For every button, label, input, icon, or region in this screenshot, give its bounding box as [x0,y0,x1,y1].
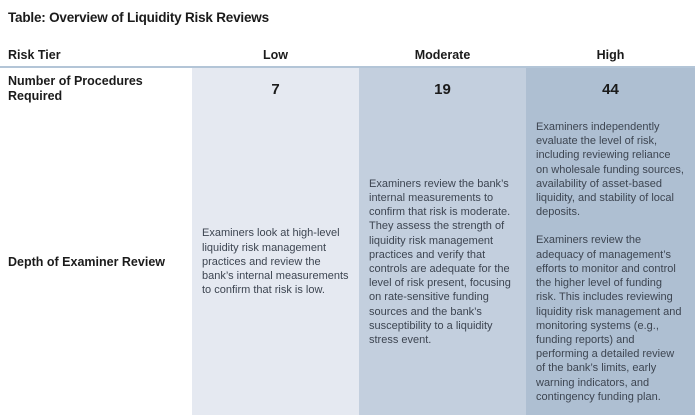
page-title: Table: Overview of Liquidity Risk Review… [8,10,269,25]
cell-depth-low: Examiners look at high-level liquidity r… [192,109,359,415]
depth-moderate-text: Examiners review the bank’s internal mea… [369,177,511,347]
cell-procedures-moderate: 19 [359,67,526,109]
cell-depth-high: Examiners independently evaluate the lev… [526,109,695,415]
column-header-moderate: Moderate [359,44,526,68]
table-header-row: Risk Tier Low Moderate High [0,44,695,68]
cell-procedures-low: 7 [192,67,359,109]
liquidity-risk-table: Risk Tier Low Moderate High Number of Pr… [0,44,695,415]
row-label-depth-of-examiner-review: Depth of Examiner Review [0,109,192,415]
column-header-high: High [526,44,695,68]
depth-high-text-paragraph-2: Examiners review the adequacy of managem… [536,234,682,403]
depth-high-text-paragraph-1: Examiners independently evaluate the lev… [536,121,684,219]
row-label-number-of-procedures: Number of Procedures Required [0,67,192,109]
column-header-risk-tier: Risk Tier [0,44,192,68]
table-row-depth-of-review: Depth of Examiner Review Examiners look … [0,109,695,415]
table-row-number-of-procedures: Number of Procedures Required 7 19 44 [0,67,695,109]
cell-depth-moderate: Examiners review the bank’s internal mea… [359,109,526,415]
cell-procedures-high: 44 [526,67,695,109]
depth-low-text: Examiners look at high-level liquidity r… [202,227,349,297]
column-header-low: Low [192,44,359,68]
